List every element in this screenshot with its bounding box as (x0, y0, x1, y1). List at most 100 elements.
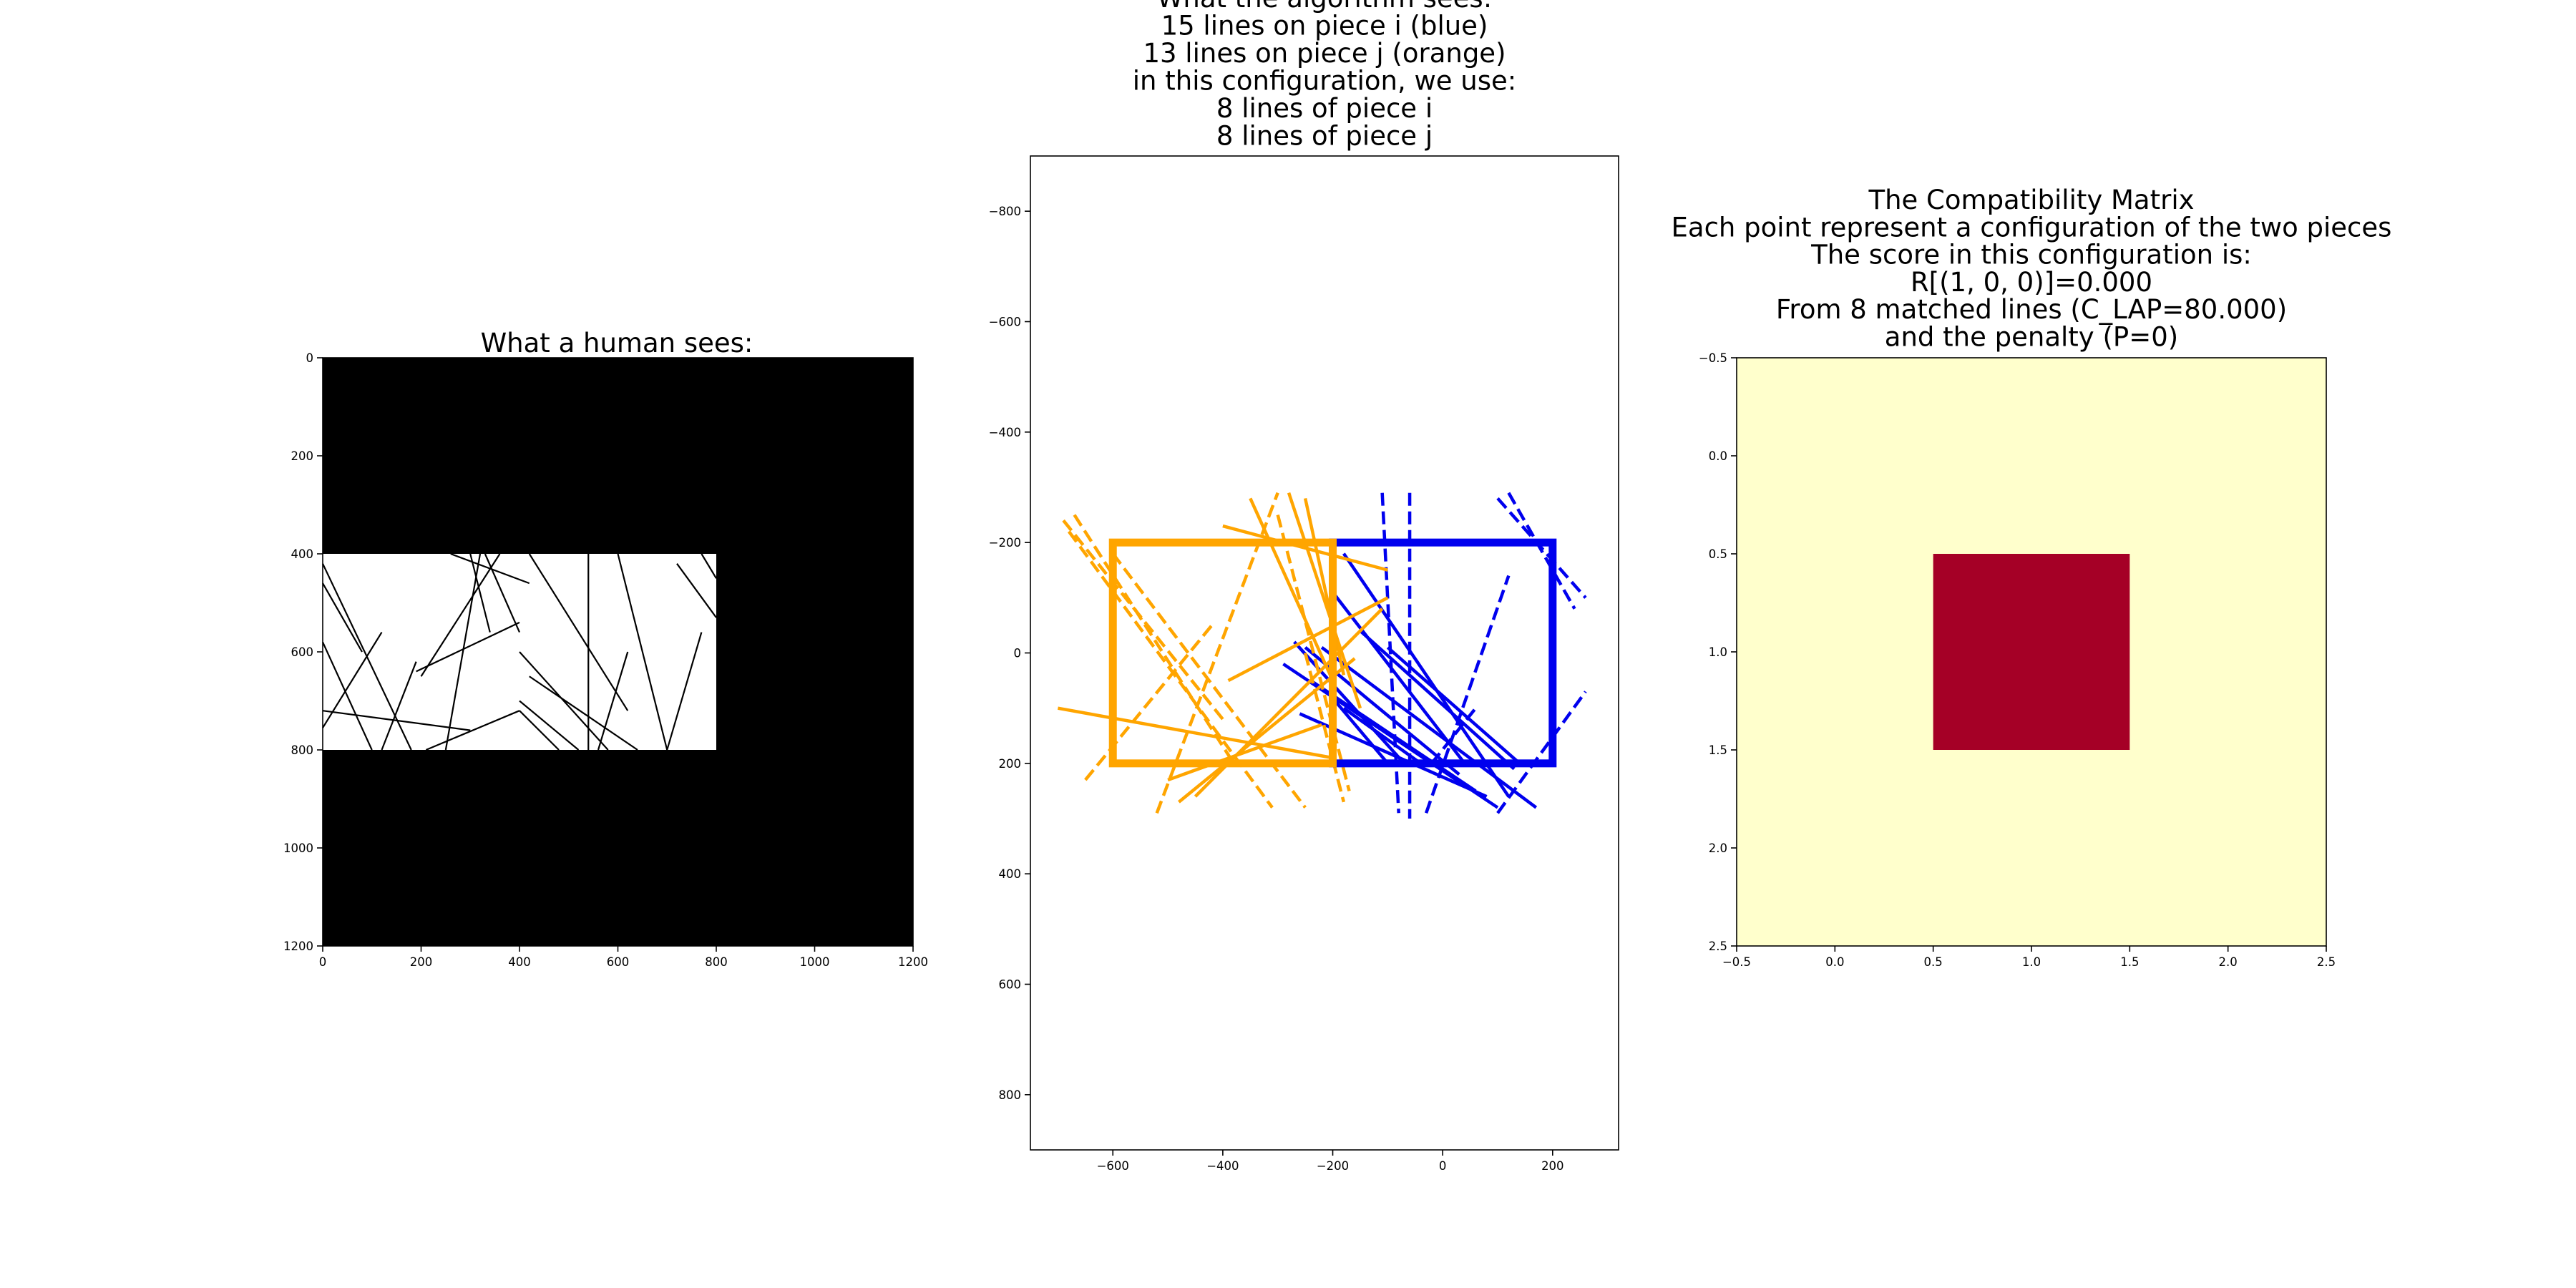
image-line-segment (528, 553, 629, 711)
algorithm-view-plot (1058, 492, 1587, 819)
human-view-ytick-label: 400 (291, 547, 314, 561)
compatibility-matrix-heatmap (1737, 358, 2327, 947)
compatibility-matrix-xtick-label: 1.0 (2022, 955, 2041, 969)
algorithm-view-ytick-label: 800 (999, 1088, 1022, 1102)
compatibility-matrix-title-line: R[(1, 0, 0)]=0.000 (1911, 267, 2152, 298)
image-line-segment (666, 632, 703, 751)
algorithm-view-ytick-label: 600 (999, 978, 1022, 992)
algorithm-view-ytick-label: −400 (989, 426, 1021, 439)
human-view-ytick-label: 1000 (283, 841, 313, 855)
human-view-ytick-label: 600 (291, 645, 314, 659)
heatmap-cell (1933, 358, 2130, 555)
compatibility-matrix-ytick-label: 0.0 (1709, 449, 1727, 463)
algorithm-view-title: What the algorithm sees:15 lines on piec… (1133, 0, 1516, 152)
image-line-segment (322, 710, 471, 731)
piece-i-dashed-line (1424, 575, 1511, 814)
image-line-segment (484, 553, 521, 633)
piece-j-solid-line (1167, 723, 1322, 782)
heatmap-cell (1737, 554, 1934, 751)
human-view-xtick-label: 600 (607, 955, 630, 969)
piece-j-dashed-line (1276, 514, 1351, 791)
human-view-image (321, 358, 913, 946)
compatibility-matrix-ytick-label: −0.5 (1699, 351, 1727, 365)
piece-i-solid-line (1326, 691, 1390, 765)
human-view-xtick-label: 200 (410, 955, 433, 969)
algorithm-view-title-line: 8 lines of piece j (1216, 121, 1433, 152)
image-line-segment (444, 553, 482, 751)
piece-i-dashed-line (1430, 707, 1478, 765)
image-line-segment (519, 651, 609, 751)
piece-j-solid-line (1303, 497, 1346, 675)
algorithm-view-xtick-label: −600 (1097, 1159, 1129, 1173)
piece-j-solid-line (1227, 596, 1389, 683)
human-view-ytick-label: 800 (291, 743, 314, 757)
compatibility-matrix-ytick-label: 2.5 (1709, 940, 1727, 953)
image-line-segment (617, 553, 668, 751)
piece-j-solid-line (1287, 492, 1362, 709)
human-view-ytick-label: 1200 (283, 940, 313, 953)
algorithm-view-title-line: 13 lines on piece j (orange) (1143, 38, 1506, 69)
algorithm-view-title-line: 15 lines on piece i (blue) (1161, 11, 1488, 42)
human-view-ticks: 0 200 400 600 800 1000 1200 0 200 400 600 800 1000 12… (283, 351, 928, 969)
compatibility-matrix-ytick-label: 0.5 (1709, 547, 1727, 561)
human-view-xtick-label: 0 (319, 955, 327, 969)
piece-j-dashed-line (1062, 519, 1224, 721)
image-line-segment (676, 563, 717, 618)
compatibility-matrix-xtick-label: 2.5 (2317, 955, 2336, 969)
human-view-panel: What a human sees: 0 200 400 600 800 1000 1200… (283, 328, 928, 969)
human-view-xtick-label: 1000 (800, 955, 830, 969)
compatibility-matrix-title-line: The Compatibility Matrix (1868, 185, 2194, 215)
image-line-segment (381, 661, 417, 751)
compatibility-matrix-ytick-label: 1.5 (1709, 743, 1727, 757)
algorithm-view-ytick-label: 200 (999, 757, 1022, 771)
piece-j-dashed-line (1084, 624, 1214, 781)
algorithm-view-title-line: 8 lines of piece i (1216, 93, 1433, 124)
piece-i-solid-line (1320, 645, 1538, 809)
compatibility-matrix-title-line: Each point represent a configuration of … (1672, 212, 2392, 243)
algorithm-view-xtick-label: −200 (1317, 1159, 1349, 1173)
algorithm-view-xtick-label: 0 (1439, 1159, 1447, 1173)
piece-j-solid-line (1222, 524, 1388, 572)
image-line-segment (529, 675, 638, 751)
image-line-segment (701, 553, 717, 579)
heatmap-cell (1933, 750, 2130, 947)
human-view-title: What a human sees: (481, 328, 753, 358)
piece-i-solid-line (1359, 629, 1516, 771)
piece-j-solid-line (1177, 657, 1356, 804)
algorithm-view-xtick-label: 200 (1541, 1159, 1564, 1173)
human-view-xtick-label: 400 (508, 955, 531, 969)
compatibility-matrix-title-line: The score in this configuration is: (1810, 240, 2252, 270)
algorithm-view-background (1030, 156, 1619, 1150)
compatibility-matrix-xtick-label: 2.0 (2219, 955, 2238, 969)
image-line-segment (425, 710, 520, 751)
heatmap-cell (2129, 358, 2327, 555)
heatmap-cell (2129, 554, 2327, 751)
algorithm-view-ytick-label: 400 (999, 867, 1022, 881)
algorithm-view-panel: What the algorithm sees:15 lines on piec… (989, 0, 1619, 1173)
piece-j-dashed-line (1303, 652, 1346, 803)
compatibility-matrix-xtick-label: 0.5 (1924, 955, 1943, 969)
heatmap-cell (1933, 554, 2130, 751)
compatibility-matrix-title-line: and the penalty (P=0) (1885, 322, 2178, 353)
algorithm-view-title-line: What the algorithm sees: (1157, 0, 1492, 14)
compatibility-matrix-ticks: −0.5 0.0 0.5 1.0 1.5 2.0 2.5 −0.5 0.0 0.5 1.0 1.5 2.… (1699, 351, 2336, 969)
algorithm-view-ytick-label: −200 (989, 536, 1021, 550)
piece-j-solid-line (1058, 706, 1333, 760)
piece-i-solid-line (1331, 591, 1466, 765)
piece-i-dashed-line (1507, 492, 1576, 610)
human-view-xtick-label: 800 (705, 955, 728, 969)
image-line-segment (420, 553, 501, 677)
algorithm-view-ytick-label: −800 (989, 205, 1021, 218)
piece-i-dashed-line (1496, 691, 1587, 814)
heatmap-cell (2129, 750, 2327, 947)
piece-i-solid-line (1342, 552, 1511, 798)
algorithm-view-xtick-label: −400 (1206, 1159, 1239, 1173)
human-view-ytick-label: 0 (306, 351, 314, 365)
algorithm-view-ytick-label: 0 (1014, 647, 1022, 660)
compatibility-matrix-xtick-label: 1.5 (2120, 955, 2139, 969)
image-line-segment (519, 710, 560, 751)
image-line-segment (519, 700, 580, 751)
